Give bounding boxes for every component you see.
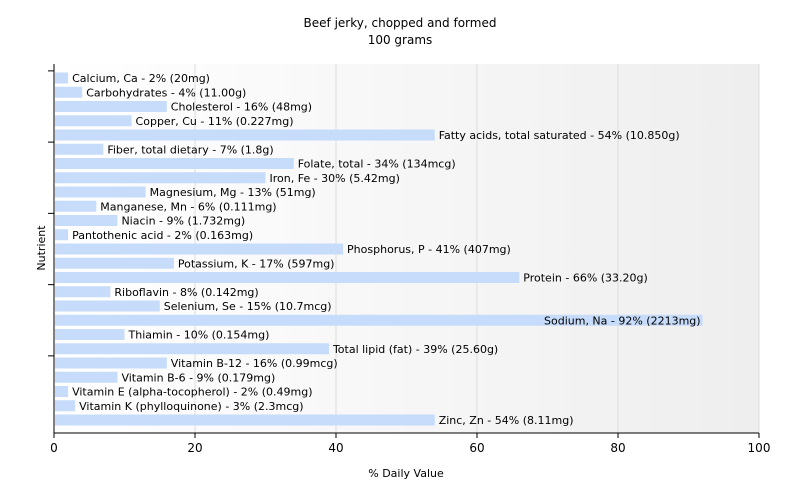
x-tick-label: 40	[328, 441, 343, 455]
bar-label: Copper, Cu - 11% (0.227mg)	[136, 115, 294, 128]
bar-label: Pantothenic acid - 2% (0.163mg)	[72, 229, 253, 242]
x-tick-label: 0	[50, 441, 58, 455]
bar-label: Calcium, Ca - 2% (20mg)	[72, 72, 210, 85]
bar-label: Fiber, total dietary - 7% (1.8g)	[107, 143, 273, 156]
bar-label: Total lipid (fat) - 39% (25.60g)	[332, 343, 498, 356]
bar-label: Vitamin B-6 - 9% (0.179mg)	[121, 371, 275, 384]
bar	[55, 400, 76, 412]
bar-label: Sodium, Na - 92% (2213mg)	[544, 314, 701, 327]
bars-group	[55, 72, 703, 426]
bar-label: Carbohydrates - 4% (11.00g)	[86, 86, 246, 99]
bar	[55, 286, 111, 298]
bar-labels-group: Calcium, Ca - 2% (20mg)Carbohydrates - 4…	[72, 72, 701, 427]
bar-label: Riboflavin - 8% (0.142mg)	[114, 286, 258, 299]
bar	[55, 158, 294, 169]
bar-label: Magnesium, Mg - 13% (51mg)	[150, 186, 316, 199]
axes	[53, 64, 759, 434]
bar-label: Vitamin E (alpha-tocopherol) - 2% (0.49m…	[72, 386, 312, 399]
x-ticks-group: 0 20 40 60 80 100	[50, 433, 770, 455]
bar	[55, 229, 69, 241]
bar	[55, 129, 435, 141]
bar-label: Vitamin B-12 - 16% (0.99mcg)	[171, 357, 338, 370]
x-tick-label: 100	[748, 441, 771, 455]
bar	[55, 386, 69, 397]
bar-label: Niacin - 9% (1.732mg)	[121, 215, 245, 228]
bar	[55, 272, 520, 283]
bar-label: Fatty acids, total saturated - 54% (10.8…	[439, 129, 680, 142]
bar	[55, 257, 174, 269]
bar-label: Cholesterol - 16% (48mg)	[171, 101, 312, 114]
bar	[55, 172, 266, 184]
bar-label: Potassium, K - 17% (597mg)	[178, 257, 335, 270]
bar	[55, 186, 146, 198]
bar-label: Zinc, Zn - 54% (8.11mg)	[439, 414, 574, 427]
bar-label: Manganese, Mn - 6% (0.111mg)	[100, 200, 276, 213]
y-ticks-group	[48, 70, 54, 357]
bar-label: Phosphorus, P - 41% (407mg)	[347, 243, 511, 256]
chart-title: Beef jerky, chopped and formed	[304, 16, 497, 30]
bar	[55, 200, 97, 212]
bar-label: Vitamin K (phylloquinone) - 3% (2.3mcg)	[79, 400, 303, 413]
bar	[55, 414, 435, 426]
bar	[55, 215, 118, 226]
bar-label: Iron, Fe - 30% (5.42mg)	[270, 172, 400, 185]
bar	[55, 357, 167, 369]
bar	[55, 243, 344, 255]
bar	[55, 371, 118, 383]
bar	[55, 101, 167, 112]
x-tick-label: 60	[469, 441, 484, 455]
bar-label: Selenium, Se - 15% (10.7mcg)	[164, 300, 332, 313]
bar-label: Thiamin - 10% (0.154mg)	[128, 329, 270, 342]
bar	[55, 86, 83, 98]
y-axis-label: Nutrient	[35, 225, 48, 271]
bar	[55, 72, 69, 84]
bar	[55, 343, 329, 355]
x-axis-label: % Daily Value	[368, 467, 444, 480]
bar-label: Folate, total - 34% (134mcg)	[298, 158, 456, 171]
bar	[55, 300, 160, 312]
bar-label: Protein - 66% (33.20g)	[523, 272, 648, 285]
bar	[55, 314, 703, 326]
bar	[55, 143, 104, 155]
x-tick-label: 80	[610, 441, 625, 455]
chart-subtitle: 100 grams	[368, 33, 433, 47]
bar	[55, 115, 132, 127]
x-tick-label: 20	[187, 441, 202, 455]
bar	[55, 329, 125, 340]
